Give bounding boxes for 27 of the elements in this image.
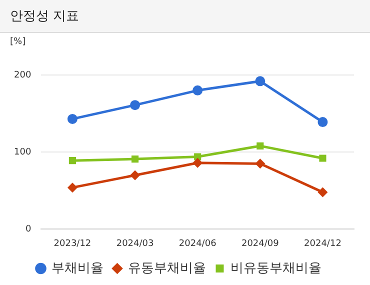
y-tick-label: 200: [14, 70, 32, 80]
x-tick-label: 2023/12: [54, 238, 92, 249]
point: [131, 156, 139, 163]
x-tick-label: 2024/09: [241, 238, 280, 249]
point: [192, 85, 203, 96]
point: [255, 76, 266, 86]
point: [130, 100, 140, 110]
x-tick-label: 2024/06: [178, 238, 217, 249]
chart-title: 안정성 지표: [10, 8, 80, 25]
legend-label: 부채비율: [51, 260, 104, 276]
point: [192, 158, 203, 168]
point: [255, 158, 266, 169]
point: [67, 182, 78, 193]
y-axis-title: [%]: [10, 36, 26, 47]
legend-label: 비유동부채비율: [230, 260, 322, 276]
legend-label: 유동부채비율: [128, 260, 206, 276]
point: [67, 114, 78, 124]
point: [68, 157, 76, 164]
point: [319, 154, 326, 162]
y-tick-label: 100: [14, 147, 32, 158]
point: [130, 170, 140, 180]
point: [318, 187, 328, 198]
point: [256, 142, 264, 150]
point: [318, 117, 328, 128]
x-tick-label: 2024/12: [304, 238, 342, 249]
x-tick-label: 2024/03: [116, 238, 154, 249]
y-tick-label: 0: [25, 224, 32, 235]
